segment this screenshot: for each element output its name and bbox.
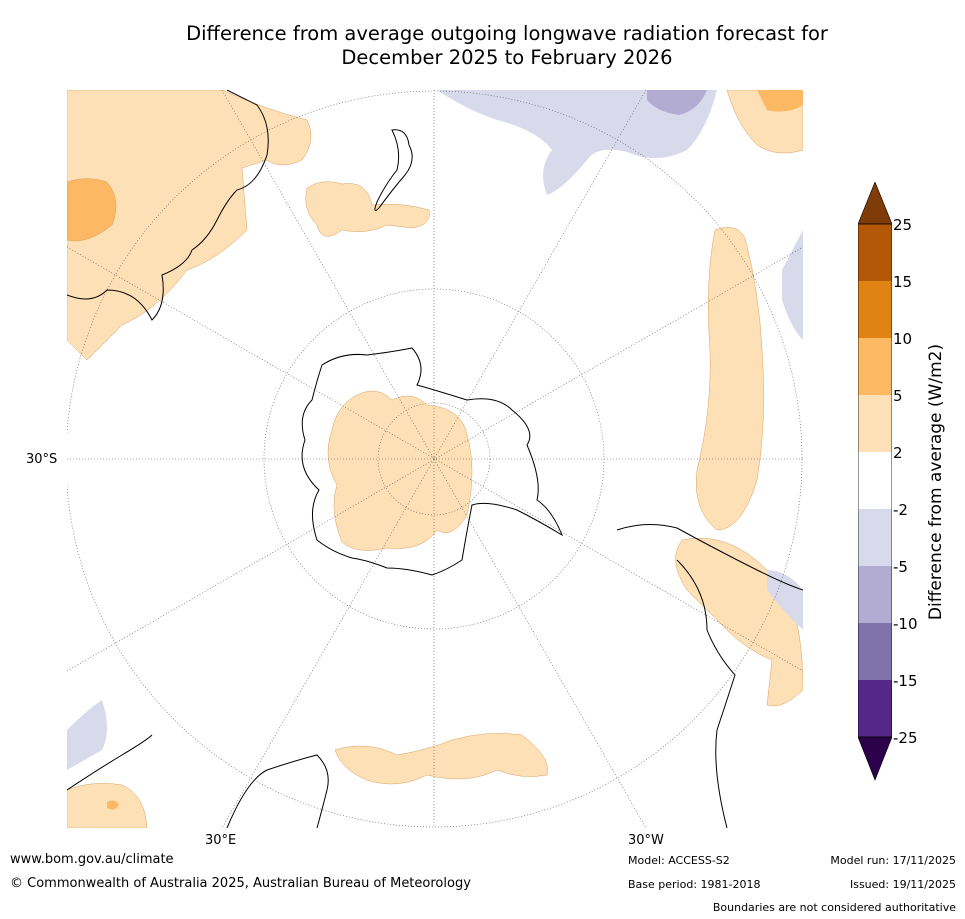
footer-disclaimer: Boundaries are not considered authoritat… [712, 901, 956, 914]
coastlines [67, 90, 803, 828]
title-line-1: Difference from average outgoing longwav… [186, 22, 828, 45]
colorbar-tick: -25 [893, 729, 918, 747]
colorbar-tick: -5 [893, 558, 908, 576]
polar-map [67, 90, 803, 828]
colorbar-bin-2-5 [858, 395, 892, 452]
coastline-australia [67, 90, 269, 321]
footer-model: Model: ACCESS-S2 [628, 854, 730, 867]
footer-base-period: Base period: 1981-2018 [628, 878, 761, 891]
anomaly-region-sa-neg [767, 570, 803, 630]
coastline-nz [374, 129, 413, 211]
anomaly-region-south-america [696, 227, 764, 531]
anomaly-region-south-america-lower [675, 537, 803, 707]
anomaly-region-australia-strong [67, 178, 117, 242]
anomaly-region-bottom-band [334, 733, 548, 785]
colorbar-bin-5-10 [858, 338, 892, 395]
colorbar-extend-bottom [858, 736, 892, 781]
map-svg [67, 90, 803, 828]
coastline-africa [67, 734, 329, 828]
colorbar-tick: 10 [893, 330, 913, 348]
anomaly-region-africa-strong [107, 800, 119, 810]
colorbar-tick: -10 [893, 615, 918, 633]
colorbar-bin-10-15 [858, 281, 892, 338]
colorbar-tick: -15 [893, 672, 918, 690]
anomaly-region-bottom-left-neg [67, 700, 107, 770]
anomaly-region-nz [305, 181, 430, 237]
colorbar-bin-m10-m5 [858, 566, 892, 623]
colorbar-label: Difference from average (W/m2) [926, 343, 946, 621]
colorbar-tick: 2 [893, 444, 903, 462]
colorbar-bin-m15-m10 [858, 623, 892, 680]
colorbar-tick: 15 [893, 273, 913, 291]
anomaly-fills [67, 90, 803, 828]
colorbar-tick: 5 [893, 387, 903, 405]
anomaly-region-pacific-neg-strong [647, 90, 707, 115]
anomaly-region-pacific-neg [437, 90, 717, 195]
colorbar-bin-m25-m15 [858, 680, 892, 737]
coastline-south-america [616, 524, 803, 828]
coastline-antarctica [301, 347, 564, 576]
lat-label-30s: 30°S [26, 452, 58, 467]
colorbar-tick: 25 [893, 216, 913, 234]
footer-copyright: © Commonwealth of Australia 2025, Austra… [10, 876, 471, 891]
colorbar-tick: -2 [893, 501, 908, 519]
footer-website[interactable]: www.bom.gov.au/climate [10, 852, 174, 867]
anomaly-region-antarctica [327, 390, 473, 551]
colorbar-bin-m5-m2 [858, 509, 892, 566]
map-title: Difference from average outgoing longwav… [150, 22, 864, 70]
lon-label-30e: 30°E [205, 833, 237, 848]
colorbar-extend-top [858, 182, 892, 225]
colorbar-bin-neutral [858, 452, 892, 509]
title-line-2: December 2025 to February 2026 [341, 46, 673, 69]
footer-issued: Issued: 19/11/2025 [849, 878, 956, 891]
anomaly-region-right-neg [782, 230, 803, 340]
colorbar-bin-15-25 [858, 224, 892, 281]
colorbar [858, 182, 892, 781]
anomaly-region-top-right-strong [757, 90, 803, 112]
lon-label-30w: 30°W [628, 833, 664, 848]
footer-model-run: Model run: 17/11/2025 [830, 854, 956, 867]
graticule [67, 90, 803, 828]
